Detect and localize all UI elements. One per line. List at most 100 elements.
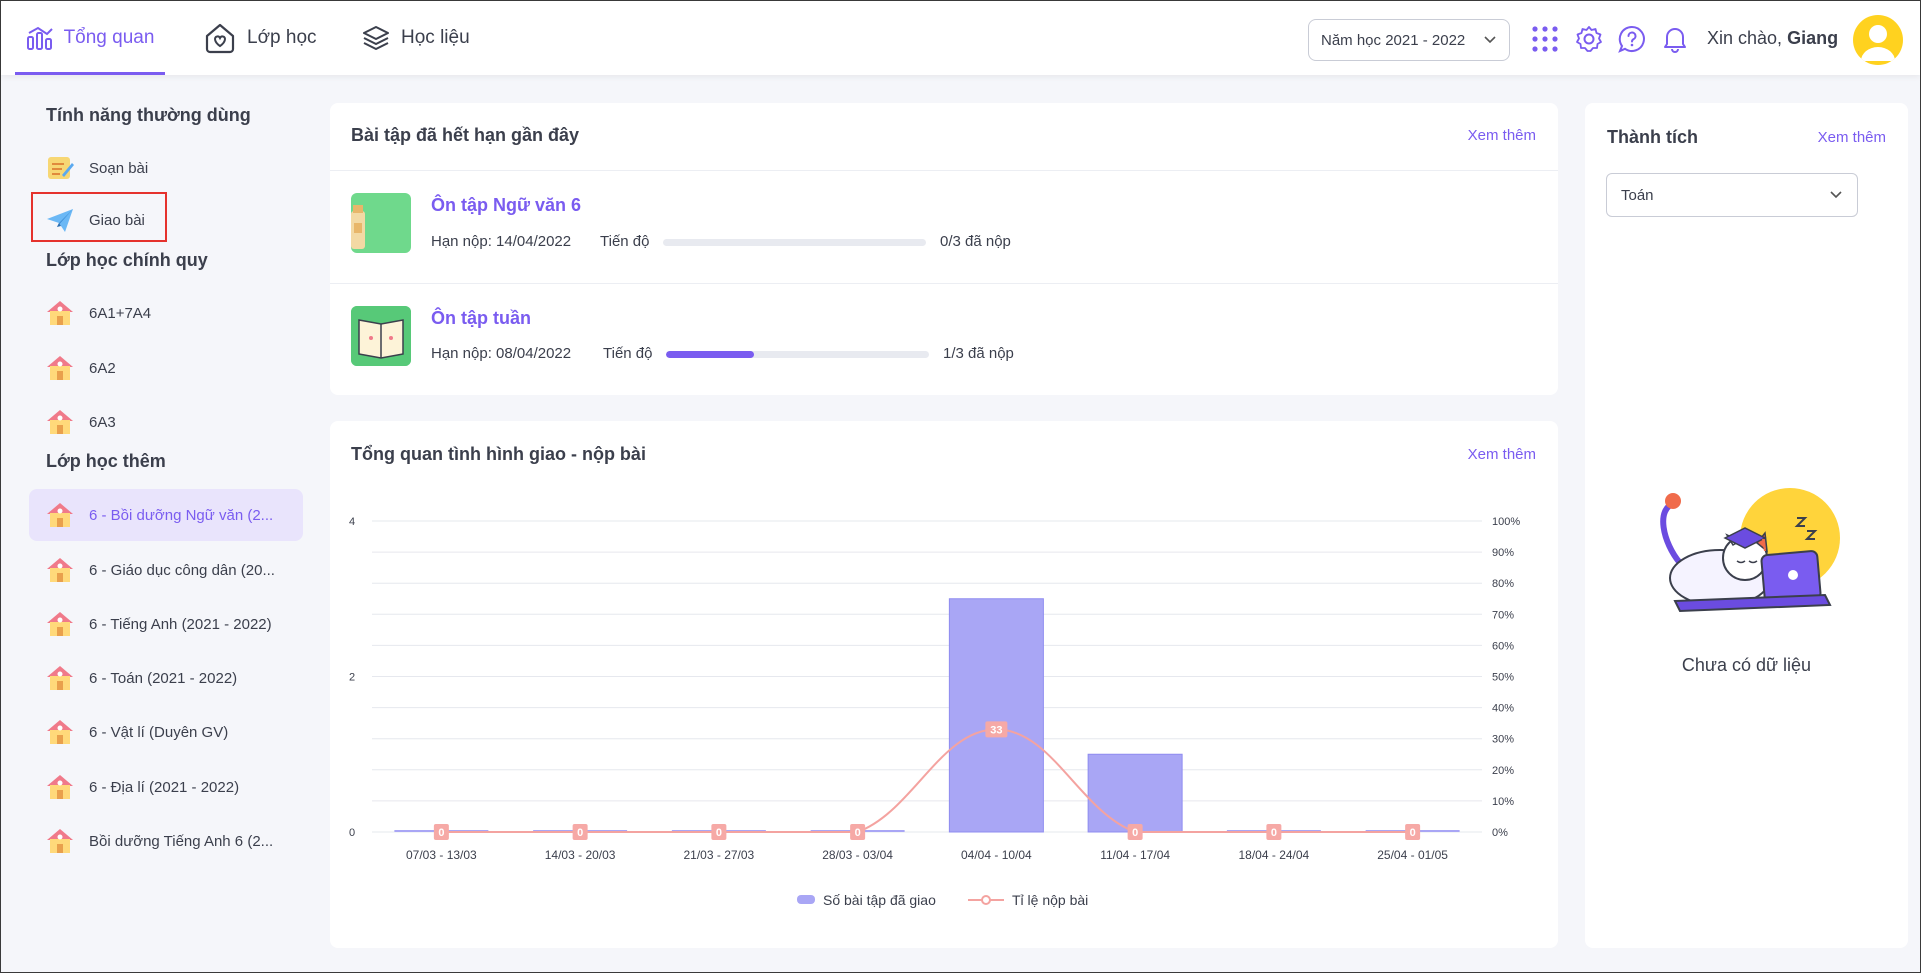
home-heart-icon bbox=[203, 21, 237, 55]
sidebar-item-class-active[interactable]: 6 - Bồi dưỡng Ngữ văn (2... bbox=[29, 489, 303, 541]
achievements-card: Thành tích Xem thêm Toán Chưa có dữ liệu bbox=[1585, 103, 1908, 948]
expired-homework-title: Bài tập đã hết hạn gần đây bbox=[351, 125, 580, 145]
sidebar-item-class-label: 6 - Vật lí (Duyên GV) bbox=[89, 723, 229, 741]
data-label: 0 bbox=[1132, 827, 1138, 839]
data-label: 0 bbox=[577, 827, 583, 839]
sidebar-item-class-label: 6A2 bbox=[89, 359, 116, 377]
school-house-icon bbox=[45, 717, 75, 747]
homework-progress-label: Tiến độ bbox=[600, 233, 650, 250]
sidebar-item-class-label: 6 - Tiếng Anh (2021 - 2022) bbox=[89, 615, 272, 633]
greeting: Xin chào, Giang bbox=[1707, 28, 1838, 49]
rate-line bbox=[441, 728, 1413, 833]
subject-select-value: Toán bbox=[1621, 186, 1654, 204]
data-label: 0 bbox=[1410, 827, 1416, 839]
sidebar-item-class-label: 6A1+7A4 bbox=[89, 304, 152, 322]
sidebar-item-class-label: 6 - Giáo dục công dân (20... bbox=[89, 561, 275, 579]
subject-select[interactable]: Toán bbox=[1606, 173, 1858, 217]
sidebar-item-class[interactable]: 6 - Giáo dục công dân (20... bbox=[29, 544, 303, 596]
data-label: 0 bbox=[716, 827, 722, 839]
y-right-tick-label: 70% bbox=[1492, 609, 1514, 621]
data-label-bg bbox=[985, 721, 1008, 738]
layers-icon bbox=[361, 23, 391, 53]
sidebar-item-class[interactable]: 6A2 bbox=[29, 342, 303, 394]
legend-bar-swatch bbox=[797, 895, 815, 904]
nav-tab-classes[interactable]: Lớp học bbox=[203, 1, 317, 75]
y-right-tick-label: 50% bbox=[1492, 672, 1514, 684]
divider bbox=[330, 283, 1558, 284]
homework-title[interactable]: Ôn tập tuần bbox=[431, 308, 531, 328]
data-label-bg bbox=[1266, 824, 1282, 840]
highlight-box bbox=[31, 192, 167, 242]
gear-icon[interactable] bbox=[1575, 25, 1603, 53]
school-house-icon bbox=[45, 500, 75, 530]
x-tick-label: 21/03 - 27/03 bbox=[684, 848, 755, 862]
bell-icon[interactable] bbox=[1661, 25, 1689, 53]
nav-tab-overview-label: Tổng quan bbox=[63, 27, 155, 48]
school-house-icon bbox=[45, 663, 75, 693]
bar bbox=[1087, 753, 1183, 833]
y-right-tick-label: 30% bbox=[1492, 734, 1514, 746]
paper-plane-icon bbox=[45, 205, 75, 235]
data-label: 0 bbox=[855, 827, 861, 839]
homework-submitted-count: 0/3 đã nộp bbox=[940, 233, 1011, 250]
sidebar-item-class[interactable]: 6 - Tiếng Anh (2021 - 2022) bbox=[29, 598, 303, 650]
data-label: 33 bbox=[990, 724, 1002, 736]
legend-line-label: Tỉ lệ nộp bài bbox=[1012, 892, 1088, 908]
sidebar-item-class[interactable]: Bồi dưỡng Tiếng Anh 6 (2... bbox=[29, 815, 303, 867]
sidebar-item-class[interactable]: 6 - Vật lí (Duyên GV) bbox=[29, 706, 303, 758]
y-right-tick-label: 90% bbox=[1492, 547, 1514, 559]
homework-progress-bar bbox=[666, 351, 929, 358]
achievements-more-link[interactable]: Xem thêm bbox=[1817, 129, 1886, 146]
nav-tab-materials[interactable]: Học liệu bbox=[361, 1, 470, 75]
y-left-tick-label: 2 bbox=[349, 672, 355, 684]
nav-tab-classes-label: Lớp học bbox=[247, 27, 317, 48]
sidebar-item-assign[interactable]: Giao bài bbox=[29, 194, 303, 246]
overview-chart: 0% 10% 20% 30% 40% 50% 60% 70% 80% 90% 100% 0 2 4 07/0… bbox=[349, 516, 1520, 908]
sidebar-heading-features: Tính năng thường dùng bbox=[46, 105, 251, 125]
homework-title[interactable]: Ôn tập Ngữ văn 6 bbox=[431, 195, 582, 215]
sidebar-heading-extra: Lớp học thêm bbox=[46, 451, 166, 471]
overview-more-link[interactable]: Xem thêm bbox=[1467, 446, 1536, 463]
expired-homework-more-link[interactable]: Xem thêm bbox=[1467, 127, 1536, 144]
homework-deadline: Hạn nộp: 08/04/2022 bbox=[431, 345, 572, 362]
top-bar: Tổng quan Lớp học Học liệu Năm học 2021 … bbox=[1, 1, 1920, 75]
y-left-tick-label: 4 bbox=[349, 516, 355, 528]
sidebar-item-class[interactable]: 6A1+7A4 bbox=[29, 287, 303, 339]
bar bbox=[948, 598, 1044, 833]
data-label-bg bbox=[572, 824, 588, 840]
x-tick-label: 14/03 - 20/03 bbox=[545, 848, 616, 862]
y-right-tick-label: 0% bbox=[1492, 827, 1508, 839]
nav-tab-overview[interactable]: Tổng quan bbox=[15, 1, 165, 75]
y-right-tick-label: 60% bbox=[1492, 640, 1514, 652]
homework-progress-label: Tiến độ bbox=[603, 345, 653, 362]
apps-grid-icon[interactable] bbox=[1531, 25, 1559, 53]
sidebar-item-class[interactable]: 6 - Toán (2021 - 2022) bbox=[29, 652, 303, 704]
sidebar-item-class[interactable]: 6A3 bbox=[29, 396, 303, 448]
x-tick-label: 07/03 - 13/03 bbox=[406, 848, 477, 862]
progress-fill bbox=[666, 351, 754, 358]
chevron-down-icon bbox=[1829, 187, 1843, 204]
achievements-title: Thành tích bbox=[1607, 127, 1698, 147]
school-year-select[interactable]: Năm học 2021 - 2022 bbox=[1308, 19, 1510, 61]
overview-chart-title: Tổng quan tình hình giao - nộp bài bbox=[351, 444, 646, 464]
x-tick-label: 11/04 - 17/04 bbox=[1100, 848, 1170, 862]
y-left-tick-label: 0 bbox=[349, 827, 355, 839]
data-label: 0 bbox=[1271, 827, 1277, 839]
y-right-tick-label: 20% bbox=[1492, 765, 1514, 777]
school-house-icon bbox=[45, 609, 75, 639]
user-name: Giang bbox=[1787, 28, 1839, 48]
data-label: 0 bbox=[438, 827, 444, 839]
sidebar-item-class-label: 6A3 bbox=[89, 413, 116, 431]
homework-thumbnail bbox=[351, 306, 411, 366]
avatar[interactable] bbox=[1853, 15, 1903, 65]
data-label-bg bbox=[711, 824, 727, 840]
x-tick-label: 25/04 - 01/05 bbox=[1377, 848, 1448, 862]
nav-tab-materials-label: Học liệu bbox=[401, 27, 470, 48]
chevron-down-icon bbox=[1483, 32, 1497, 49]
school-house-icon bbox=[45, 772, 75, 802]
sidebar-item-assign-label: Giao bài bbox=[89, 211, 145, 229]
sidebar-item-class[interactable]: 6 - Địa lí (2021 - 2022) bbox=[29, 761, 303, 813]
data-label-bg bbox=[850, 824, 866, 840]
sidebar-item-compose[interactable]: Soạn bài bbox=[29, 142, 303, 194]
help-icon[interactable] bbox=[1618, 25, 1646, 53]
